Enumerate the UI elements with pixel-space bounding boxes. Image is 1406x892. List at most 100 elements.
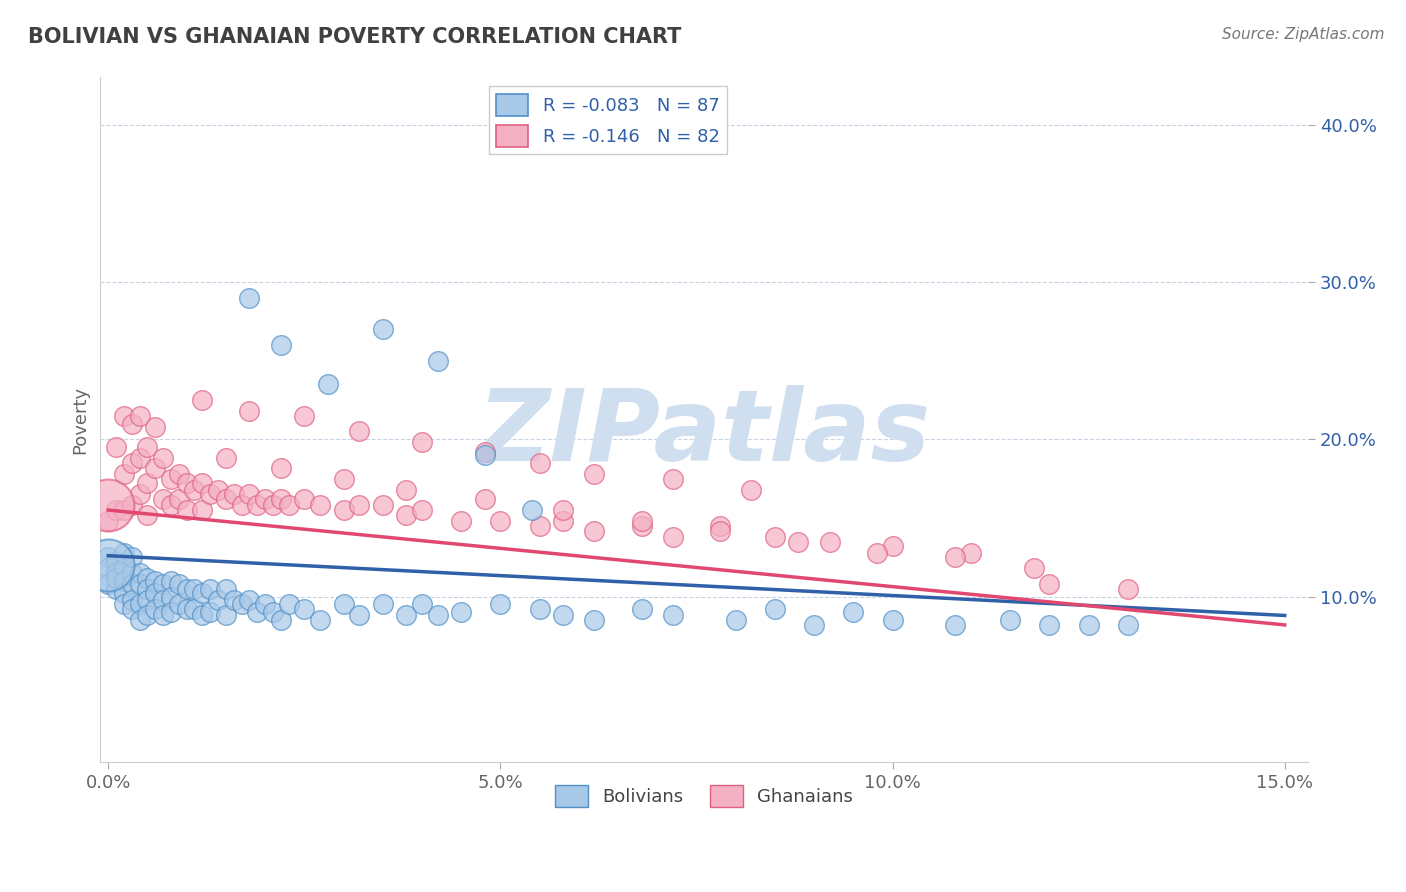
Y-axis label: Poverty: Poverty: [72, 385, 89, 454]
Point: [167, 598, 190, 612]
Point: [724, 613, 747, 627]
Point: [121, 566, 143, 580]
Point: [262, 499, 284, 513]
Point: [143, 419, 166, 434]
Point: [152, 608, 174, 623]
Point: [97, 499, 120, 513]
Point: [347, 608, 370, 623]
Point: [529, 602, 551, 616]
Point: [371, 499, 394, 513]
Point: [583, 524, 606, 538]
Point: [553, 608, 575, 623]
Point: [105, 571, 128, 585]
Point: [112, 409, 135, 423]
Point: [630, 514, 652, 528]
Text: Source: ZipAtlas.com: Source: ZipAtlas.com: [1222, 27, 1385, 42]
Point: [943, 550, 966, 565]
Point: [332, 598, 354, 612]
Point: [105, 503, 128, 517]
Point: [270, 460, 292, 475]
Point: [1116, 582, 1139, 596]
Point: [960, 545, 983, 559]
Point: [474, 445, 496, 459]
Point: [121, 602, 143, 616]
Point: [818, 534, 841, 549]
Point: [803, 618, 825, 632]
Point: [160, 590, 183, 604]
Point: [167, 491, 190, 506]
Point: [112, 503, 135, 517]
Point: [630, 602, 652, 616]
Point: [105, 440, 128, 454]
Point: [583, 613, 606, 627]
Point: [998, 613, 1021, 627]
Point: [254, 491, 277, 506]
Point: [1038, 577, 1060, 591]
Point: [143, 586, 166, 600]
Point: [152, 491, 174, 506]
Point: [128, 566, 150, 580]
Point: [583, 467, 606, 481]
Point: [105, 582, 128, 596]
Point: [191, 503, 214, 517]
Point: [121, 499, 143, 513]
Point: [709, 524, 731, 538]
Point: [277, 499, 299, 513]
Point: [882, 613, 904, 627]
Point: [246, 499, 269, 513]
Point: [450, 605, 472, 619]
Point: [740, 483, 762, 497]
Point: [411, 598, 433, 612]
Point: [136, 582, 159, 596]
Point: [270, 613, 292, 627]
Point: [332, 472, 354, 486]
Point: [1116, 618, 1139, 632]
Point: [176, 476, 198, 491]
Point: [347, 499, 370, 513]
Point: [97, 577, 120, 591]
Point: [97, 561, 120, 575]
Point: [270, 338, 292, 352]
Point: [292, 491, 315, 506]
Point: [112, 467, 135, 481]
Point: [347, 425, 370, 439]
Point: [143, 602, 166, 616]
Point: [553, 503, 575, 517]
Point: [191, 476, 214, 491]
Point: [183, 602, 205, 616]
Point: [262, 605, 284, 619]
Point: [215, 491, 238, 506]
Point: [191, 608, 214, 623]
Point: [215, 608, 238, 623]
Point: [292, 409, 315, 423]
Point: [160, 574, 183, 588]
Point: [292, 602, 315, 616]
Point: [105, 555, 128, 569]
Point: [1022, 561, 1045, 575]
Point: [882, 539, 904, 553]
Point: [143, 460, 166, 475]
Point: [128, 409, 150, 423]
Text: BOLIVIAN VS GHANAIAN POVERTY CORRELATION CHART: BOLIVIAN VS GHANAIAN POVERTY CORRELATION…: [28, 27, 682, 46]
Point: [112, 574, 135, 588]
Point: [238, 291, 260, 305]
Point: [866, 545, 889, 559]
Point: [152, 451, 174, 466]
Point: [128, 451, 150, 466]
Point: [309, 613, 332, 627]
Point: [136, 592, 159, 607]
Point: [332, 503, 354, 517]
Point: [395, 608, 418, 623]
Point: [121, 550, 143, 565]
Point: [371, 322, 394, 336]
Point: [128, 487, 150, 501]
Point: [529, 518, 551, 533]
Point: [152, 592, 174, 607]
Point: [215, 582, 238, 596]
Point: [183, 483, 205, 497]
Point: [183, 582, 205, 596]
Point: [121, 456, 143, 470]
Point: [842, 605, 865, 619]
Point: [198, 605, 221, 619]
Legend: Bolivians, Ghanaians: Bolivians, Ghanaians: [548, 778, 860, 814]
